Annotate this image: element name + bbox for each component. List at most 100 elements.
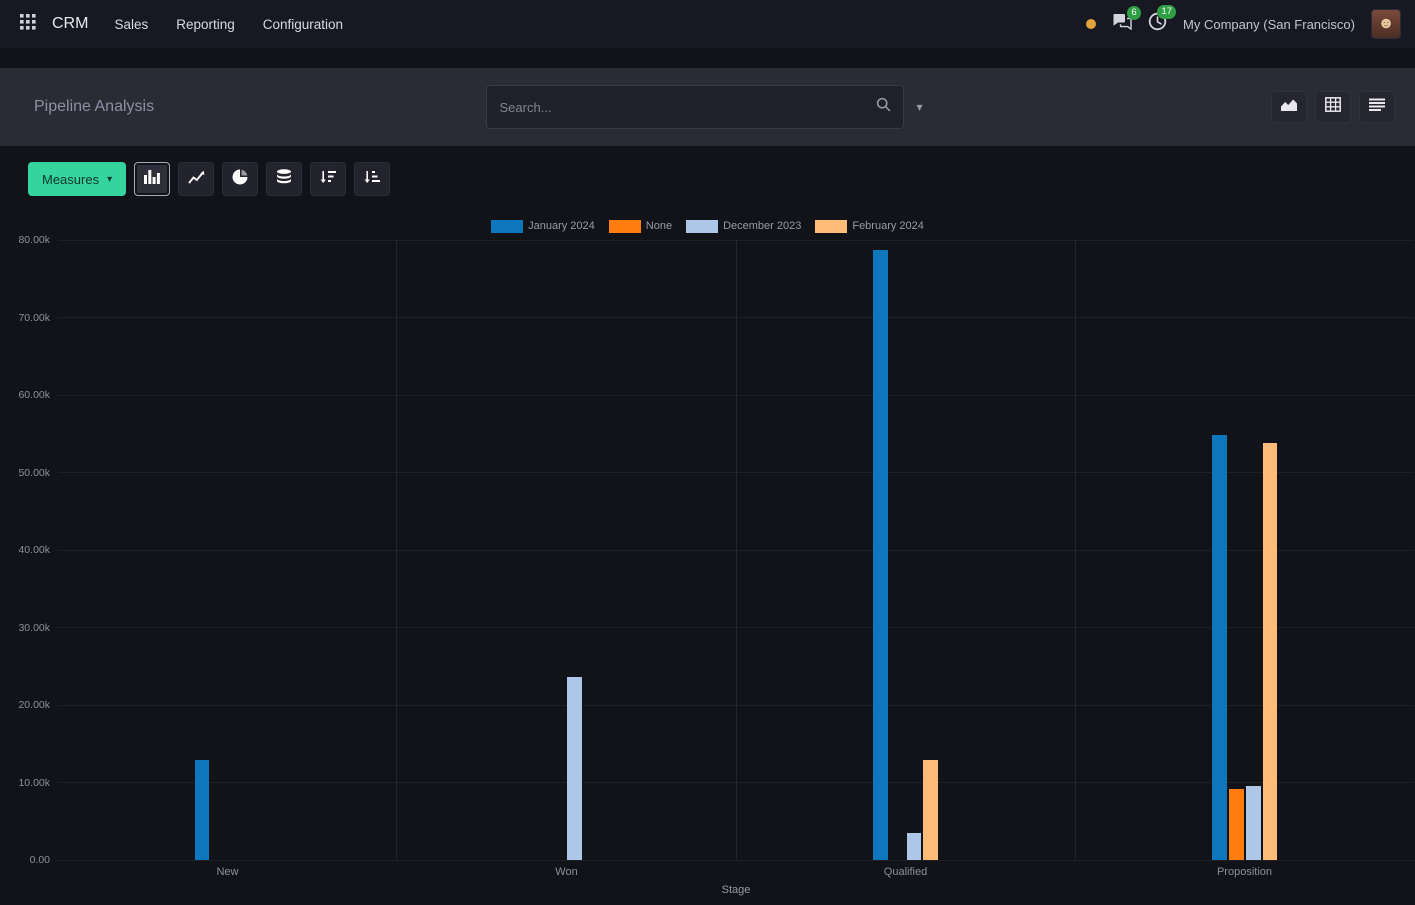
- stacked-toggle-button[interactable]: [266, 162, 303, 196]
- area-chart-icon: [1280, 98, 1298, 117]
- gridline: [58, 859, 1414, 861]
- bar[interactable]: [923, 760, 939, 860]
- bar-group: [737, 240, 1076, 860]
- menu-item-sales[interactable]: Sales: [114, 16, 149, 32]
- company-switcher[interactable]: My Company (San Francisco): [1183, 16, 1355, 32]
- y-axis-tick: 70.00k: [18, 311, 50, 324]
- bar-slot: [533, 240, 550, 860]
- bar-chart-icon: [144, 169, 161, 189]
- stacked-database-icon: [276, 169, 292, 189]
- bar-slot: [550, 240, 567, 860]
- bar-slot: [583, 240, 600, 860]
- bar[interactable]: [1229, 788, 1244, 860]
- bar-slot: [244, 240, 261, 860]
- gridline: [58, 627, 1414, 628]
- app-name[interactable]: CRM: [52, 15, 89, 32]
- legend-swatch: [686, 219, 719, 233]
- bar-group: [1076, 240, 1414, 860]
- legend-label: December 2023: [723, 220, 802, 232]
- messages-button[interactable]: 6: [1112, 6, 1142, 35]
- bar-slot: [922, 240, 939, 860]
- y-axis-tick: 60.00k: [18, 389, 50, 401]
- line-chart-icon: [187, 170, 205, 189]
- search-dropdown-toggle[interactable]: ▾: [910, 94, 928, 120]
- y-axis-tick: 10.00k: [18, 776, 50, 789]
- x-axis-category-label: Qualified: [883, 866, 928, 878]
- bar-slot: [210, 240, 227, 860]
- pivot-view-button[interactable]: [1315, 91, 1351, 123]
- systray: 6 17 My Company (San Francisco) ☻: [1086, 5, 1401, 39]
- chart-section: January 2024 None December 2023 February 20…: [0, 208, 1415, 896]
- sort-ascending-button[interactable]: [354, 162, 391, 196]
- apps-menu-button[interactable]: [14, 10, 42, 38]
- legend-item[interactable]: December 2023: [686, 219, 802, 233]
- caret-down-icon: ▾: [916, 100, 923, 114]
- legend-swatch: [815, 219, 848, 233]
- x-axis-title: Stage: [721, 884, 751, 896]
- bar-slot: [889, 240, 906, 860]
- chart-legend: January 2024 None December 2023 February 20…: [0, 216, 1415, 236]
- bar-slot: [872, 240, 889, 860]
- line-chart-mode-button[interactable]: [178, 162, 215, 196]
- measures-button[interactable]: Measures ▾: [28, 162, 127, 196]
- legend-swatch: [608, 219, 641, 233]
- legend-item[interactable]: None: [608, 219, 673, 233]
- gridline: [58, 549, 1414, 551]
- bar-slot: [194, 240, 211, 860]
- gridline: [58, 472, 1414, 473]
- menu-item-reporting[interactable]: Reporting: [176, 16, 235, 32]
- legend-item[interactable]: January 2024: [491, 219, 595, 233]
- bar[interactable]: [567, 677, 583, 860]
- legend-item[interactable]: February 2024: [815, 219, 924, 233]
- bar-group: [397, 240, 737, 860]
- search-icon: [876, 97, 891, 117]
- bar[interactable]: [1245, 785, 1261, 860]
- graph-view-button[interactable]: [1271, 91, 1307, 123]
- sort-asc-icon: [364, 170, 381, 189]
- presence-dot-icon: [1086, 19, 1097, 29]
- main-menu: Sales Reporting Configuration: [112, 11, 345, 38]
- plot-area: [58, 239, 1414, 861]
- y-axis-tick: 20.00k: [18, 699, 50, 711]
- gridline: [58, 782, 1414, 783]
- list-icon: [1369, 98, 1385, 116]
- bar[interactable]: [1262, 443, 1278, 860]
- bar-slot: [1211, 240, 1228, 860]
- messages-badge: 6: [1127, 6, 1142, 20]
- user-avatar[interactable]: ☻: [1371, 9, 1401, 39]
- bar[interactable]: [873, 250, 888, 860]
- sort-descending-button[interactable]: [310, 162, 347, 196]
- page-title: Pipeline Analysis: [34, 98, 155, 115]
- gridline: [58, 317, 1414, 318]
- graph-toolbar: Measures ▾: [0, 146, 1415, 208]
- list-view-button[interactable]: [1359, 91, 1395, 123]
- menu-item-configuration[interactable]: Configuration: [262, 16, 344, 32]
- caret-down-icon: ▾: [107, 173, 113, 185]
- pie-chart-mode-button[interactable]: [222, 162, 259, 196]
- search-area: ▾: [486, 85, 928, 129]
- bar-slot: [566, 240, 583, 860]
- y-axis-tick: 40.00k: [18, 544, 50, 556]
- y-axis-tick: 50.00k: [18, 466, 50, 479]
- bar-groups: [58, 240, 1414, 860]
- activities-button[interactable]: 17: [1148, 5, 1177, 36]
- bar-slot: [227, 240, 244, 860]
- bar-slot: [906, 240, 923, 860]
- apps-grid-icon: [20, 13, 36, 35]
- sort-desc-icon: [320, 170, 337, 189]
- x-axis-category-label: New: [216, 866, 239, 878]
- chart-body: 80.00k 70.00k 60.00k 50.00k 40.00k 30.00k 20.0…: [0, 234, 1415, 896]
- search-input[interactable]: [499, 99, 877, 115]
- bar-group: [58, 240, 398, 860]
- bar[interactable]: [194, 760, 210, 860]
- bar[interactable]: [906, 832, 922, 860]
- x-axis-category-label: Proposition: [1216, 866, 1273, 878]
- legend-label: None: [645, 220, 673, 232]
- legend-label: February 2024: [852, 220, 924, 232]
- gridline: [58, 394, 1414, 396]
- bar-chart-mode-button[interactable]: [134, 162, 171, 196]
- bar-slot: [1262, 240, 1279, 860]
- y-axis-tick: 80.00k: [18, 234, 50, 246]
- bar[interactable]: [1212, 435, 1228, 860]
